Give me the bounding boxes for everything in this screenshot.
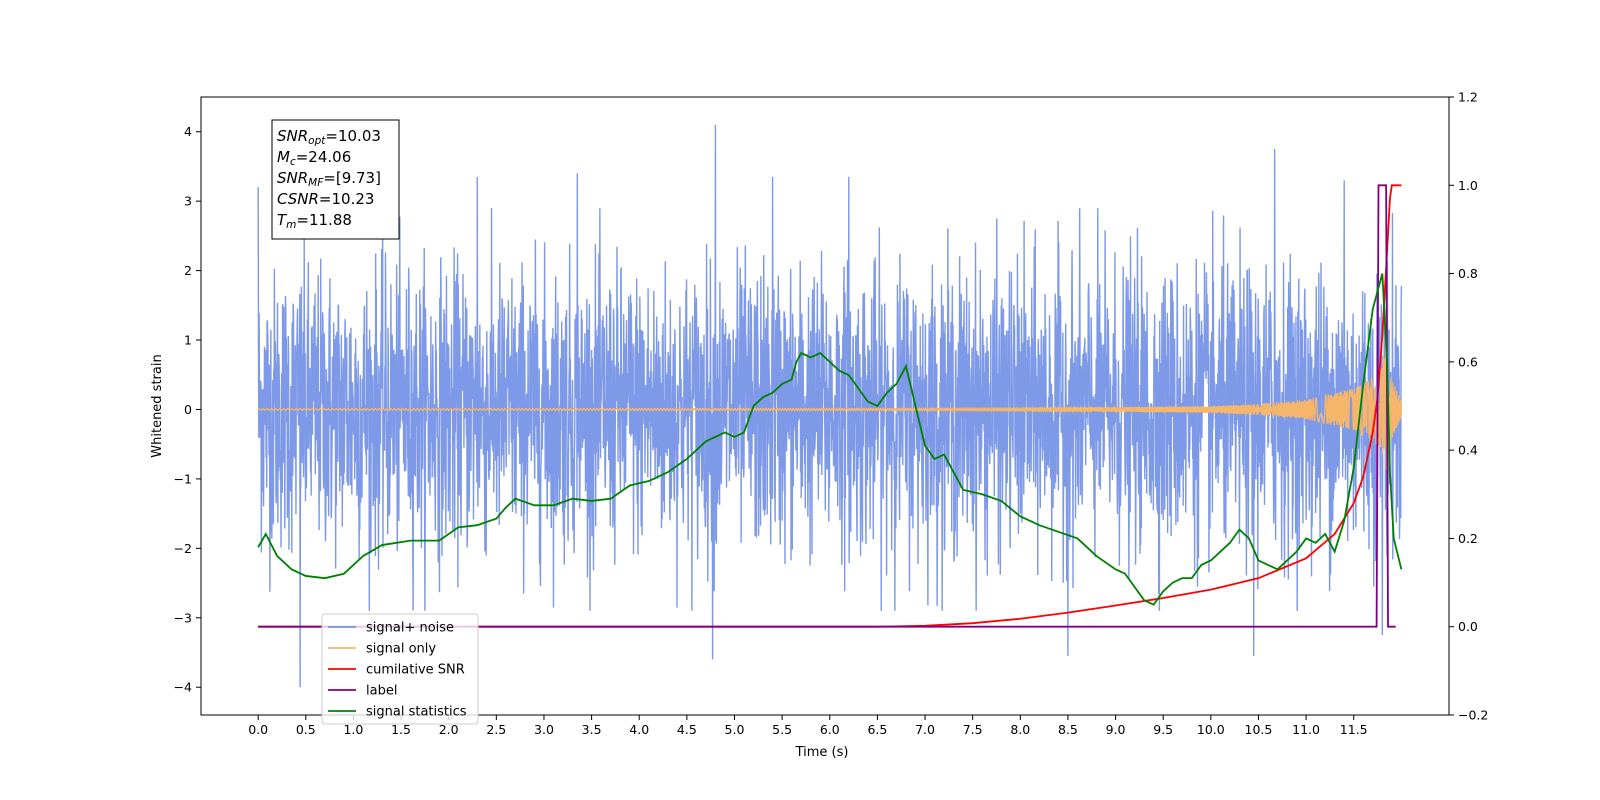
annotation-subscript: opt <box>308 135 326 147</box>
y-tick-label-right: −0.2 <box>1458 708 1488 723</box>
y-tick-label-left: −2 <box>174 541 192 556</box>
legend-label: signal+ noise <box>366 621 454 636</box>
legend: signal+ noise signal only cumilative SNR la… <box>321 613 479 725</box>
annotation-line: CSNR=10.23 <box>277 190 374 208</box>
x-tick-label: 5.5 <box>772 722 792 737</box>
x-tick-label: 3.0 <box>534 722 554 737</box>
annotation-line: Mc=24.06 <box>277 148 351 168</box>
series-signal-plus-noise-line <box>257 124 1403 688</box>
y-tick-label-left: 1 <box>184 333 192 348</box>
x-tick-label: 5.0 <box>725 722 745 737</box>
legend-label: signal only <box>366 642 436 657</box>
series-cumulative-snr-line <box>258 184 1402 628</box>
annotation-line: Tm=11.88 <box>277 211 352 231</box>
annotation-value: =11.88 <box>296 211 352 229</box>
annotation-symbol: M <box>277 148 290 166</box>
x-tick-label: 9.0 <box>1106 722 1126 737</box>
series-label-line <box>258 184 1396 628</box>
plot-frame <box>200 96 1450 716</box>
annotation-symbol: CSNR <box>277 190 319 208</box>
annotation-subscript: c <box>290 156 296 168</box>
x-tick-label: 10.5 <box>1245 722 1273 737</box>
y-tick-label-left: 3 <box>184 194 192 209</box>
x-tick-label: 11.0 <box>1292 722 1320 737</box>
x-tick-label: 0.0 <box>248 722 268 737</box>
x-tick-label: 0.5 <box>296 722 316 737</box>
y-tick-label-right: 0.2 <box>1458 531 1478 546</box>
annotation-value: =10.03 <box>325 127 381 145</box>
y-tick-label-left: −4 <box>174 680 192 695</box>
series-signal-only-line <box>257 349 1403 470</box>
y-tick-label-right: 0.0 <box>1458 619 1478 634</box>
x-tick-label: 8.0 <box>1010 722 1030 737</box>
x-axis-label: Time (s) <box>795 745 849 760</box>
x-tick-label: 10.0 <box>1197 722 1225 737</box>
y-tick-label-left: 0 <box>184 402 192 417</box>
annotation-subscript: MF <box>308 177 324 189</box>
x-tick-label: 7.0 <box>915 722 935 737</box>
x-tick-label: 9.5 <box>1153 722 1173 737</box>
x-tick-label: 3.5 <box>582 722 602 737</box>
x-tick-label: 11.5 <box>1340 722 1368 737</box>
series-signal-statistics-line <box>257 273 1403 606</box>
y-tick-label-left: −3 <box>174 610 192 625</box>
x-tick-label: 4.5 <box>677 722 697 737</box>
x-tick-label: 7.5 <box>963 722 983 737</box>
annotation-line: SNRopt=10.03 <box>277 127 381 147</box>
annotation-symbol: T <box>277 211 288 229</box>
annotation-value: =10.23 <box>319 190 375 208</box>
x-tick-label: 6.0 <box>820 722 840 737</box>
legend-label: cumilative SNR <box>366 663 465 678</box>
annotation-symbol: SNR <box>277 169 308 187</box>
y-axis-label: Whitened strain <box>150 354 165 457</box>
annotation-box: SNRopt=10.03Mc=24.06SNRMF=[9.73]CSNR=10.… <box>271 119 400 240</box>
annotation-value: =[9.73] <box>323 169 381 187</box>
x-tick-label: 6.5 <box>867 722 887 737</box>
y-tick-label-left: 2 <box>184 263 192 278</box>
x-tick-label: 1.0 <box>343 722 363 737</box>
legend-label: signal statistics <box>366 705 467 720</box>
legend-label: label <box>366 684 397 699</box>
x-tick-label: 4.0 <box>629 722 649 737</box>
x-tick-label: 2.0 <box>439 722 459 737</box>
x-tick-label: 8.5 <box>1058 722 1078 737</box>
x-tick-label: 2.5 <box>486 722 506 737</box>
y-tick-label-right: 0.4 <box>1458 443 1478 458</box>
annotation-value: =24.06 <box>296 148 352 166</box>
x-tick-label: 1.5 <box>391 722 411 737</box>
y-tick-label-left: −1 <box>174 471 192 486</box>
y-tick-label-left: 4 <box>184 124 192 139</box>
annotation-line: SNRMF=[9.73] <box>277 169 381 189</box>
y-tick-label-right: 0.6 <box>1458 354 1478 369</box>
y-tick-label-right: 1.0 <box>1458 178 1478 193</box>
annotation-subscript: m <box>286 219 296 231</box>
annotation-symbol: SNR <box>277 127 308 145</box>
y-tick-label-right: 1.2 <box>1458 90 1478 105</box>
y-tick-label-right: 0.8 <box>1458 266 1478 281</box>
